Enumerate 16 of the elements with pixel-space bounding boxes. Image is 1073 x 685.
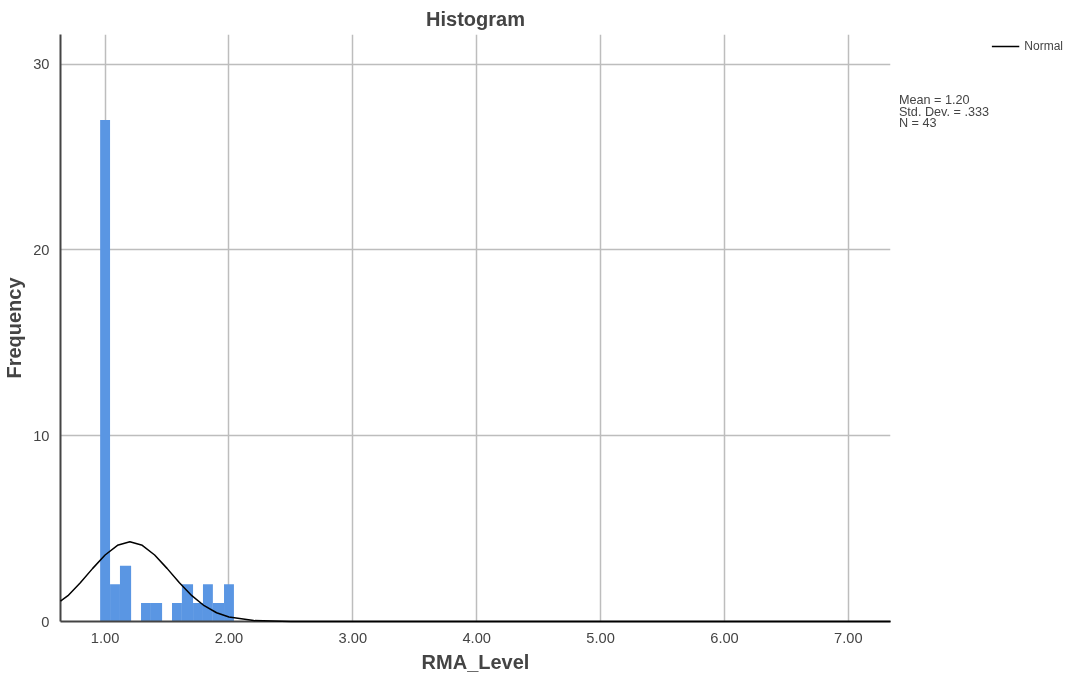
- y-axis-title: Frequency: [3, 276, 26, 379]
- y-tick-label: 0: [41, 613, 50, 630]
- x-tick-label: 5.00: [586, 629, 615, 646]
- x-tick-label: 1.00: [90, 629, 120, 646]
- legend-label: Normal: [1024, 39, 1063, 53]
- x-tick-label: 6.00: [710, 629, 739, 646]
- chart-title: Histogram: [426, 7, 525, 30]
- x-axis-title: RMA_Level: [421, 650, 530, 673]
- x-tick-label: 4.00: [462, 629, 492, 646]
- x-tick-label: 7.00: [834, 629, 863, 646]
- y-tick-label: 30: [33, 56, 50, 73]
- y-tick-label: 10: [33, 427, 50, 444]
- y-tick-label: 20: [33, 241, 50, 258]
- text: N = 43: [898, 116, 937, 131]
- x-tick-label: 2.00: [214, 629, 244, 646]
- x-tick-label: 3.00: [338, 629, 368, 646]
